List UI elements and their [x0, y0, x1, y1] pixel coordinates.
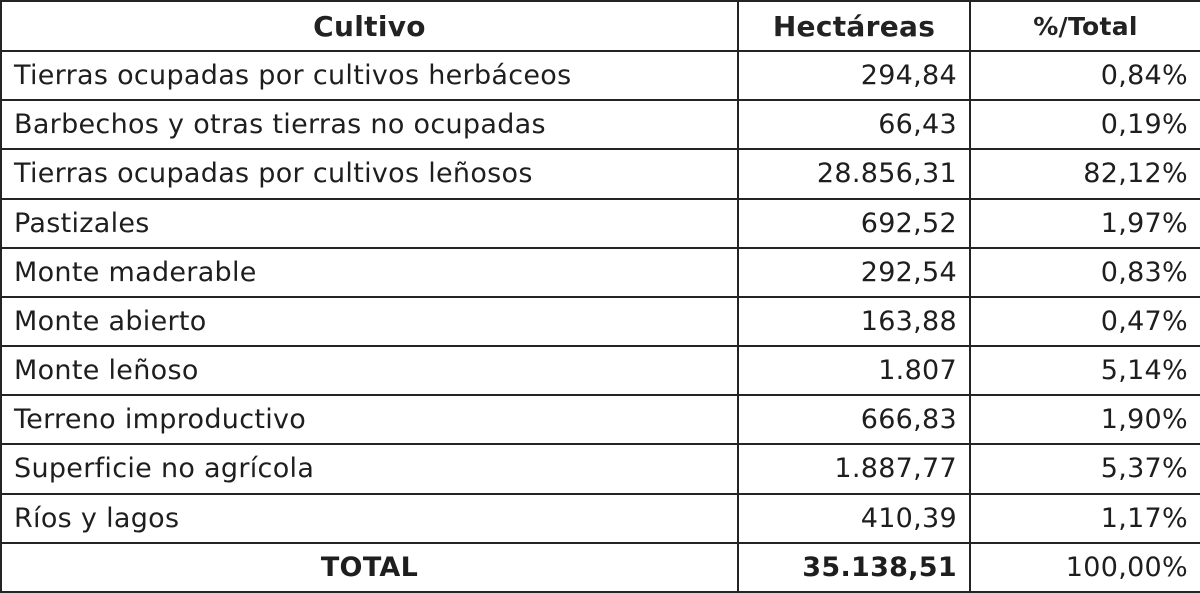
hectares-cell: 163,88	[737, 295, 971, 348]
hectares-cell: 666,83	[737, 394, 971, 446]
hectares-cell: 292,54	[737, 246, 971, 298]
hectares-cell: 410,39	[737, 492, 971, 544]
crop-name-cell: Superficie no agrícola	[0, 443, 739, 495]
hectares-cell: 66,43	[737, 99, 971, 151]
table-row: Tierras ocupadas por cultivos herbáceos …	[0, 49, 1200, 102]
column-header-hectares: Hectáreas	[737, 0, 971, 52]
percent-cell: 1,97%	[969, 197, 1200, 249]
percent-cell: 0,83%	[969, 246, 1200, 298]
crop-name-cell: Barbechos y otras tierras no ocupadas	[0, 99, 739, 151]
crop-name-cell: Pastizales	[0, 197, 739, 249]
hectares-cell: 28.856,31	[737, 148, 971, 200]
table-row: Pastizales 692,52 1,97%	[0, 197, 1200, 249]
table-row: Ríos y lagos 410,39 1,17%	[0, 492, 1200, 544]
crop-name-cell: Monte maderable	[0, 246, 739, 298]
percent-cell: 1,17%	[969, 492, 1200, 544]
crop-name-cell: Tierras ocupadas por cultivos leñosos	[0, 148, 739, 200]
table-row: Barbechos y otras tierras no ocupadas 66…	[0, 99, 1200, 151]
table-row: Monte maderable 292,54 0,83%	[0, 246, 1200, 298]
table-row: Terreno improductivo 666,83 1,90%	[0, 394, 1200, 446]
percent-cell: 5,14%	[969, 345, 1200, 397]
total-label: TOTAL	[0, 541, 739, 593]
percent-cell: 1,90%	[969, 394, 1200, 446]
column-header-crop: Cultivo	[0, 0, 739, 52]
table-row: Superficie no agrícola 1.887,77 5,37%	[0, 443, 1200, 495]
hectares-cell: 1.887,77	[737, 443, 971, 495]
total-row: TOTAL 35.138,51 100,00%	[0, 541, 1200, 593]
hectares-cell: 692,52	[737, 197, 971, 249]
crop-name-cell: Monte abierto	[0, 295, 739, 348]
total-hectares: 35.138,51	[737, 541, 971, 593]
percent-cell: 0,84%	[969, 49, 1200, 102]
percent-cell: 5,37%	[969, 443, 1200, 495]
table-header: Cultivo Hectáreas %/Total	[0, 0, 1200, 52]
table-row: Tierras ocupadas por cultivos leñosos 28…	[0, 148, 1200, 200]
hectares-cell: 294,84	[737, 49, 971, 102]
crop-name-cell: Terreno improductivo	[0, 394, 739, 446]
table-row: Monte abierto 163,88 0,47%	[0, 295, 1200, 348]
column-header-percent: %/Total	[969, 0, 1200, 52]
hectares-cell: 1.807	[737, 345, 971, 397]
percent-cell: 0,47%	[969, 295, 1200, 348]
table-body: Tierras ocupadas por cultivos herbáceos …	[0, 49, 1200, 593]
header-row: Cultivo Hectáreas %/Total	[0, 0, 1200, 52]
crop-name-cell: Tierras ocupadas por cultivos herbáceos	[0, 49, 739, 102]
total-percent: 100,00%	[969, 541, 1200, 593]
crop-name-cell: Monte leñoso	[0, 345, 739, 397]
crop-name-cell: Ríos y lagos	[0, 492, 739, 544]
percent-cell: 0,19%	[969, 99, 1200, 151]
table-row: Monte leñoso 1.807 5,14%	[0, 345, 1200, 397]
percent-cell: 82,12%	[969, 148, 1200, 200]
